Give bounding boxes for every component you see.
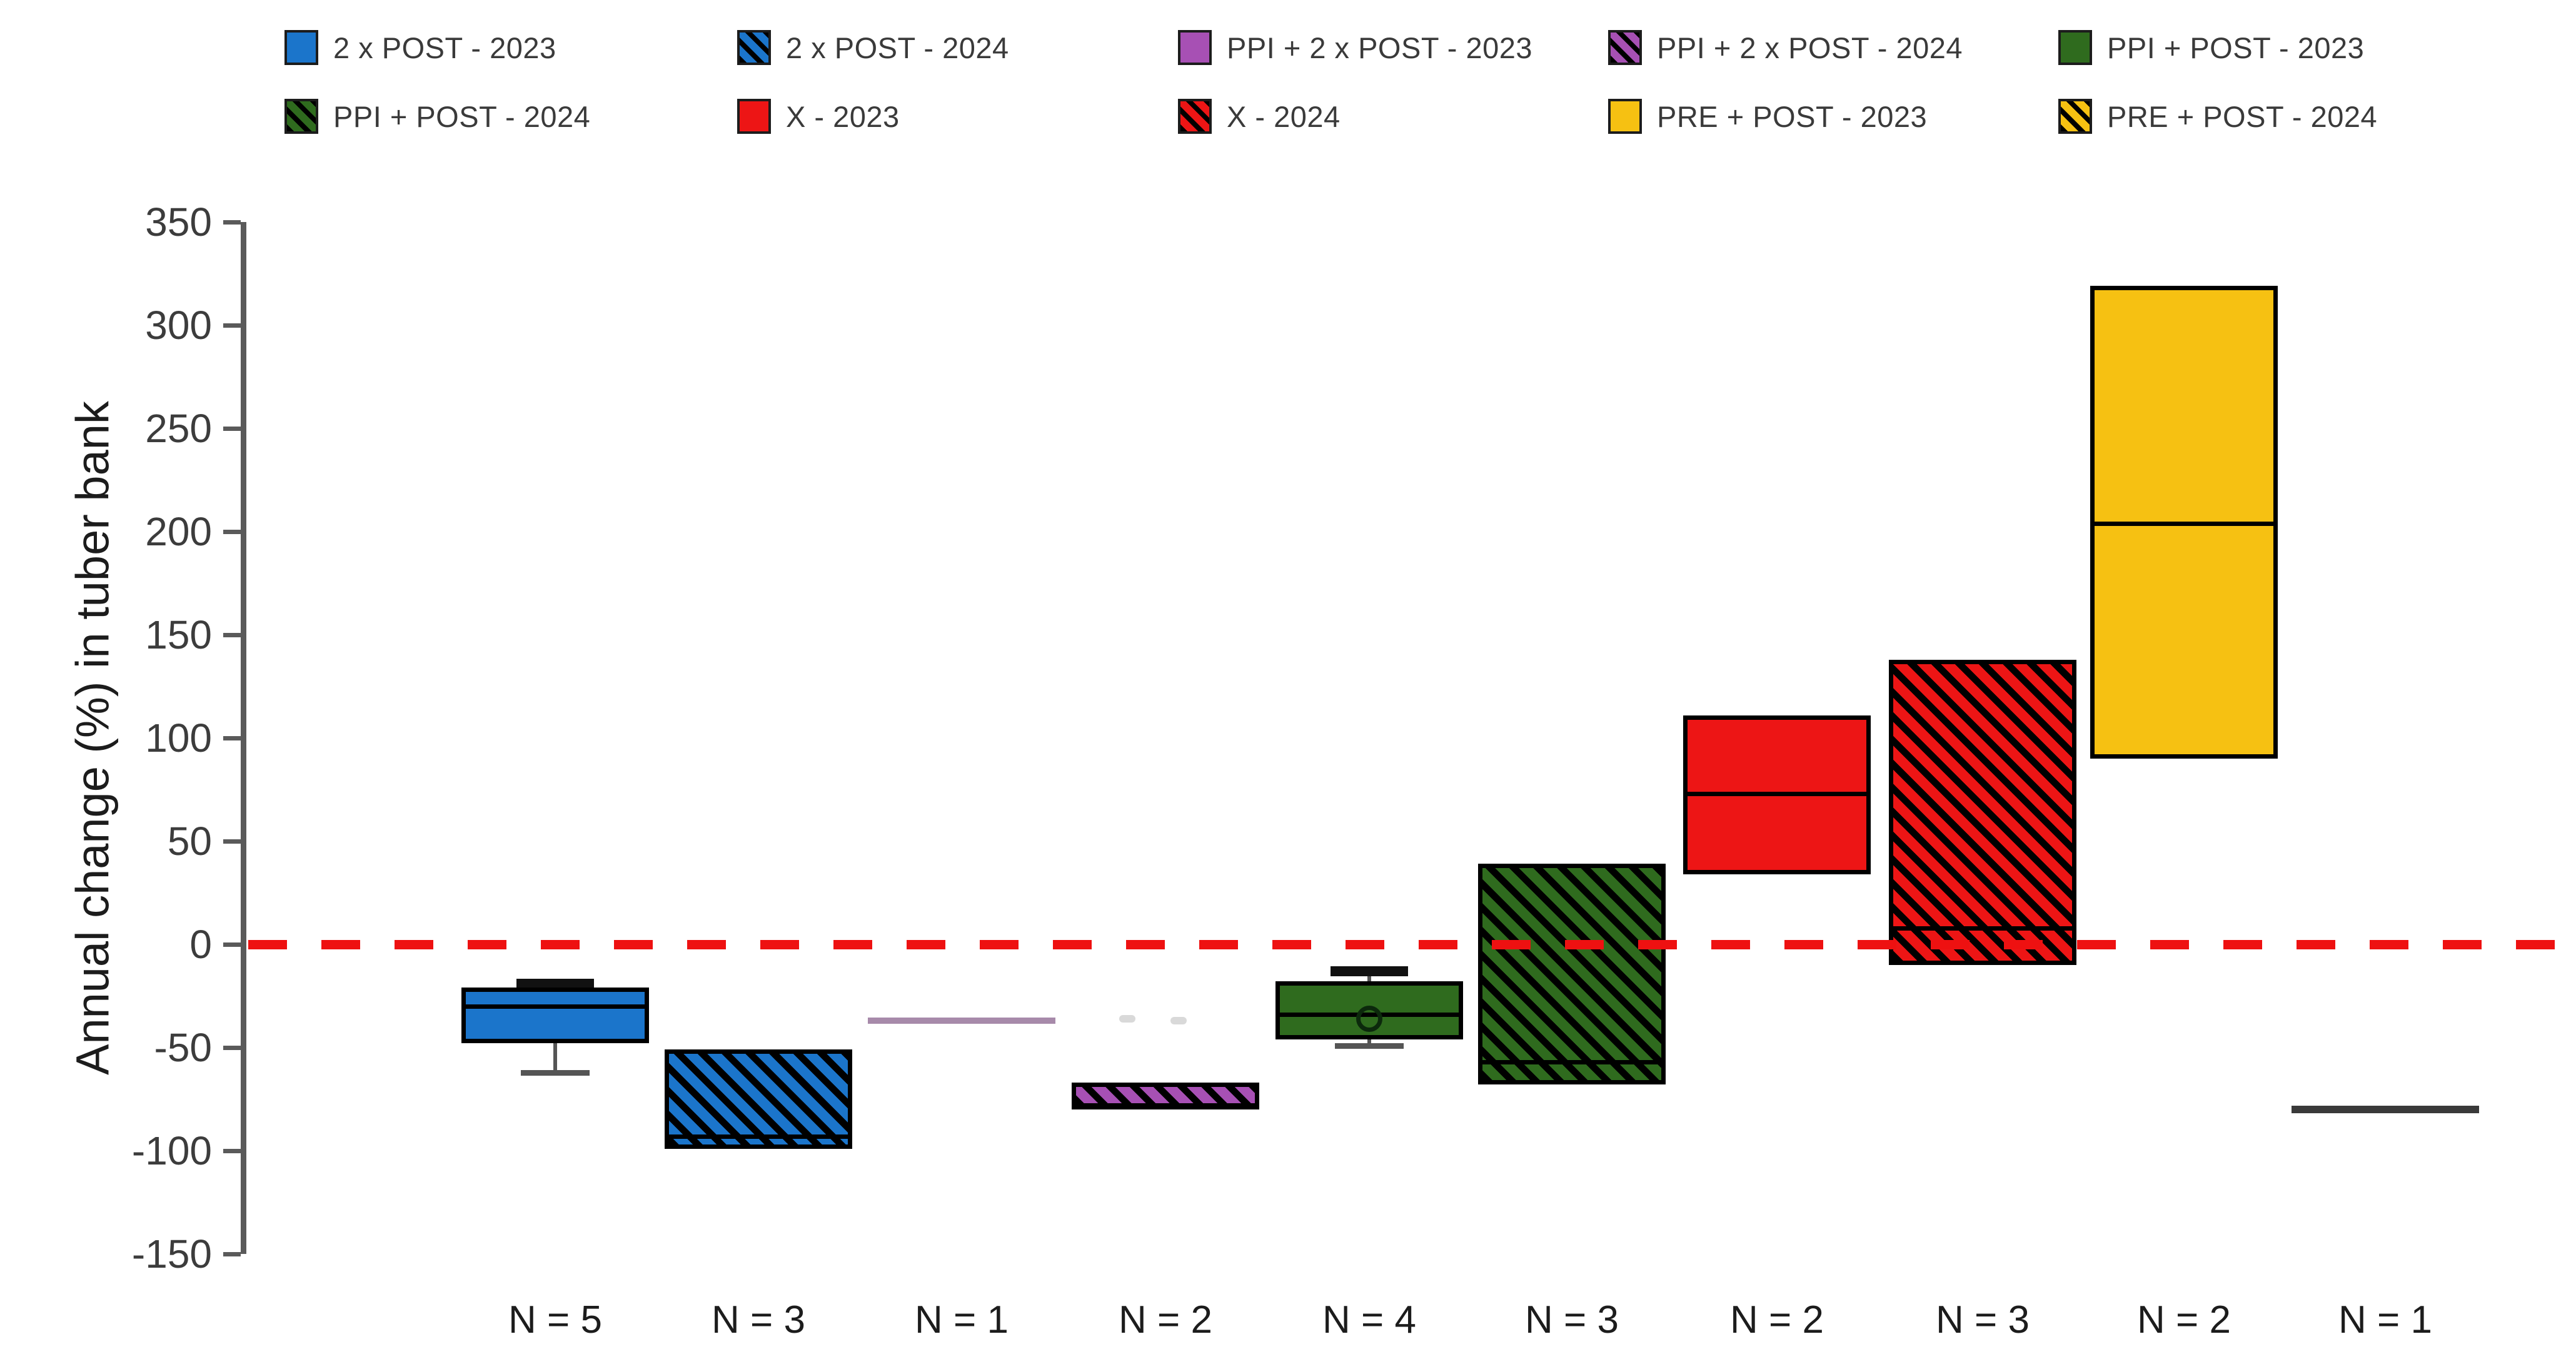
y-axis-tick-label: -100 [131,1128,212,1173]
y-axis-tick-label: 350 [145,200,212,245]
y-axis-line [241,222,246,1254]
y-axis-tick-label: -50 [154,1025,213,1070]
median-line [1686,792,1868,797]
box-plot-hatched [665,1049,852,1149]
box-plot-solid [461,988,649,1044]
y-axis-tick-label: 300 [145,303,212,348]
median-line [2093,521,2275,526]
legend-label: X - 2024 [1227,99,1341,133]
y-axis-tick-label: 50 [167,819,212,864]
legend-item: 2 x POST - 2024 [737,28,1009,67]
legend-label: PPI + POST - 2024 [333,99,591,133]
box-plot-hatched [1889,659,2076,965]
legend-label: PPI + 2 x POST - 2023 [1227,31,1533,64]
legend-item: PRE + POST - 2023 [1608,97,1927,136]
n-count-label: N = 1 [915,1298,1009,1341]
n-count-label: N = 2 [1119,1298,1212,1341]
lower-whisker-stem [553,1043,557,1073]
legend-swatch [737,30,771,65]
legend-swatch [284,99,318,134]
upper-whisker-cap [516,978,594,989]
legend-label: PRE + POST - 2024 [2107,99,2378,133]
upper-whisker-stem [1367,971,1371,982]
legend-swatch [737,99,771,134]
mean-marker-circle [1356,1005,1382,1032]
legend-swatch [284,30,318,65]
y-axis-tick [223,1149,241,1153]
y-axis-tick [223,323,241,328]
lower-whisker-cap [1335,1043,1404,1049]
box-plot-hatched [1478,864,1666,1085]
upper-whisker-cap [1331,966,1408,976]
n-count-label: N = 5 [508,1298,602,1341]
y-axis-tick [223,530,241,534]
median-line [667,1134,850,1139]
y-axis-tick [223,1046,241,1050]
flat-value-line [868,1018,1055,1024]
y-axis-tick-label: 100 [145,715,212,760]
n-count-label: N = 3 [1936,1298,2030,1341]
y-axis-tick [223,427,241,431]
legend-label: PPI + 2 x POST - 2024 [1657,31,1963,64]
median-line [1481,1060,1663,1065]
legend-label: 2 x POST - 2023 [333,31,556,64]
legend-item: X - 2024 [1178,97,1341,136]
median-line [464,1004,647,1009]
legend-item: PPI + POST - 2023 [2058,28,2364,67]
legend-item: PPI + 2 x POST - 2023 [1178,28,1532,67]
legend-swatch [2058,99,2092,134]
y-axis-tick [223,1252,241,1256]
legend-label: PPI + POST - 2023 [2107,31,2365,64]
y-axis-tick [223,633,241,637]
faint-artifact-dot [1119,1014,1135,1023]
zero-reference-line [248,940,2576,949]
flat-value-line [2292,1106,2479,1113]
legend-label: PRE + POST - 2023 [1657,99,1928,133]
median-line [1891,926,2074,931]
faint-artifact-dot [1170,1017,1187,1025]
legend-label: 2 x POST - 2024 [786,31,1009,64]
n-count-label: N = 3 [1525,1298,1619,1341]
legend-item: X - 2023 [737,97,900,136]
y-axis-tick [223,839,241,844]
legend-swatch [2058,30,2092,65]
y-axis-title: Annual change (%) in tuber bank [66,401,119,1075]
y-axis-tick-label: 0 [189,922,212,967]
y-axis-tick-label: 200 [145,509,212,554]
legend-item: 2 x POST - 2023 [284,28,556,67]
lower-whisker-stem [1367,1039,1371,1046]
legend-swatch [1178,99,1212,134]
legend-item: PPI + POST - 2024 [284,97,590,136]
lower-whisker-cap [521,1069,590,1076]
legend-item: PRE + POST - 2024 [2058,97,2377,136]
n-count-label: N = 3 [712,1298,805,1341]
y-axis-tick [223,942,241,947]
legend-swatch [1178,30,1212,65]
n-count-label: N = 1 [2338,1298,2432,1341]
legend-swatch [1608,30,1642,65]
n-count-label: N = 4 [1322,1298,1416,1341]
median-line [1074,1103,1257,1108]
y-axis-tick-label: 250 [145,406,212,451]
y-axis-tick-label: -150 [131,1231,212,1276]
n-count-label: N = 2 [1730,1298,1824,1341]
y-axis-tick-label: 150 [145,612,212,657]
legend-item: PPI + 2 x POST - 2024 [1608,28,1963,67]
y-axis-tick [223,736,241,740]
n-count-label: N = 2 [2137,1298,2231,1341]
y-axis-tick [223,220,241,225]
legend-swatch [1608,99,1642,134]
legend-label: X - 2023 [786,99,900,133]
